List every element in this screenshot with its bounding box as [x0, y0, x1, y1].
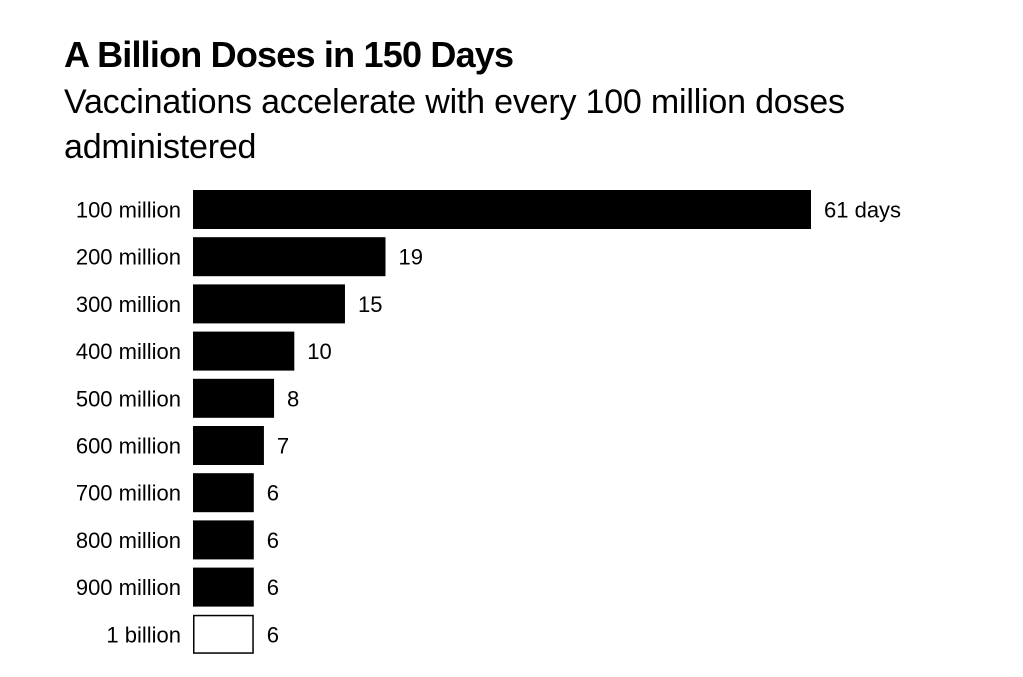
category-label: 300 million — [76, 292, 181, 317]
chart-title: A Billion Doses in 150 Days — [64, 34, 514, 75]
value-label: 6 — [267, 575, 279, 600]
category-label: 700 million — [76, 481, 181, 506]
category-label: 500 million — [76, 386, 181, 411]
bar — [193, 378, 275, 418]
category-label: 1 billion — [106, 622, 181, 647]
value-label: 19 — [398, 245, 422, 270]
category-label: 800 million — [76, 528, 181, 553]
bar — [193, 331, 295, 371]
category-label: 100 million — [76, 198, 181, 223]
value-label: 6 — [267, 622, 279, 647]
value-label: 6 — [267, 481, 279, 506]
category-label: 400 million — [76, 339, 181, 364]
value-label: 7 — [277, 434, 289, 459]
value-label: 15 — [358, 292, 382, 317]
bar — [193, 426, 264, 465]
bar — [193, 473, 254, 513]
chart-subtitle: Vaccinations accelerate with every 100 m… — [64, 83, 845, 166]
category-label: 200 million — [76, 245, 181, 270]
bar — [193, 237, 386, 277]
value-label: 6 — [267, 528, 279, 553]
bar — [193, 520, 254, 560]
highlight-bar — [193, 614, 254, 654]
bar — [193, 567, 254, 607]
category-label: 900 million — [76, 575, 181, 600]
value-label: 61 days — [824, 198, 901, 223]
value-label: 10 — [307, 339, 331, 364]
bar — [193, 284, 345, 324]
value-label: 8 — [287, 386, 299, 411]
category-label: 600 million — [76, 434, 181, 459]
bar — [193, 190, 811, 229]
